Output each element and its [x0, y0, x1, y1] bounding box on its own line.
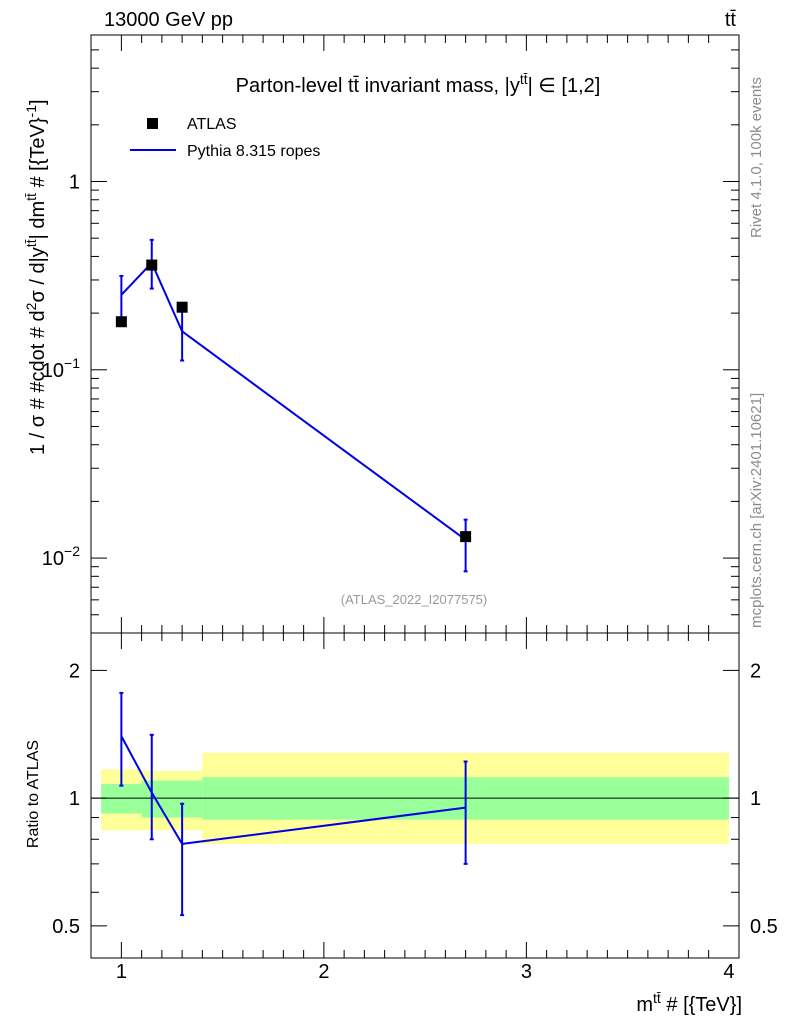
atlas-data-point — [115, 316, 127, 328]
xlabel-part-2: tt̄ — [653, 990, 661, 1006]
chart-title-tail: | ∈ [1,2] — [528, 75, 601, 97]
legend-mc-label: Pythia 8.315 ropes — [187, 143, 320, 160]
ylabel-part-7: # [{TeV} — [27, 117, 49, 193]
xlabel-part-1: m — [636, 994, 653, 1016]
x-tick-label: 1 — [116, 961, 127, 983]
atlas-data-point — [146, 259, 158, 271]
analysis-watermark: (ATLAS_2022_I2077575) — [341, 592, 487, 607]
atlas-data-point — [460, 531, 472, 543]
ylabel-part-4: tt̄ — [23, 239, 39, 247]
source-url-label: mcplots.cern.ch [arXiv:2401.10621] — [748, 393, 765, 628]
atlas-data-point — [176, 301, 188, 313]
chart-title: Parton-level tt̄ invariant mass, |ytt̄| … — [236, 71, 601, 97]
xlabel-part-3: # [{TeV}] — [661, 994, 742, 1016]
ratio-band-inner — [141, 780, 203, 818]
ylabel-part-6: tt̄ — [23, 193, 39, 201]
ylabel-part-2: 2 — [23, 302, 39, 310]
ratio-band-inner — [101, 783, 142, 814]
main-data-marks — [115, 238, 472, 573]
ratio-plot-frame — [90, 632, 740, 959]
ratio-panel: 0.5 0.5 1 1 2 2 1 2 3 4 Ratio to ATLAS mtt̄ # [{T… — [25, 632, 778, 1016]
main-ytick-label: 10−2 — [42, 543, 80, 570]
ratio-ytick-label-left: 2 — [69, 660, 80, 682]
x-tick-label: 4 — [723, 961, 734, 983]
ylabel-part-5: | dm — [27, 201, 49, 240]
rivet-version-label: Rivet 4.1.0, 100k events — [748, 77, 765, 238]
x-tick-label: 3 — [521, 961, 532, 983]
main-ylabel: 1 / σ # #cdot # d2σ / d|ytt̄| dmtt̄ # [{… — [23, 99, 49, 455]
main-ytick-exponent: −1 — [64, 355, 80, 371]
main-ytick-label: 1 — [69, 172, 80, 194]
energy-label: 13000 GeV pp — [104, 9, 233, 31]
main-panel: Parton-level tt̄ invariant mass, |ytt̄| … — [23, 34, 740, 634]
ylabel-part-1: 1 / σ # #cdot # d — [27, 310, 49, 455]
ratio-ytick-label-left: 1 — [69, 788, 80, 810]
ratio-mc-curve — [120, 735, 466, 845]
mc-curve — [120, 261, 467, 541]
x-tick-label: 2 — [318, 961, 329, 983]
main-ytick-label: 10−1 — [42, 355, 80, 382]
process-label: tt̄ — [725, 9, 737, 31]
chart-title-sup: tt̄ — [520, 71, 528, 87]
main-ytick-base: 1 — [69, 172, 80, 194]
x-axis-label: mtt̄ # [{TeV}] — [636, 990, 742, 1016]
ratio-ytick-label-right: 0.5 — [750, 916, 778, 938]
ratio-ytick-label-left: 0.5 — [52, 916, 80, 938]
ratio-data-marks — [119, 691, 468, 917]
ratio-ytick-label-right: 2 — [750, 660, 761, 682]
main-axis-ticks: 10−210−11 — [42, 34, 739, 634]
main-ytick-base: 10 — [42, 548, 64, 570]
legend-data-marker — [147, 118, 158, 129]
main-ytick-exponent: −2 — [64, 543, 80, 559]
ylabel-part-3: σ / d|y — [27, 247, 49, 302]
legend-data-label: ATLAS — [187, 116, 237, 133]
ratio-ylabel: Ratio to ATLAS — [25, 740, 42, 848]
legend: ATLAS Pythia 8.315 ropes — [130, 116, 320, 160]
main-ytick-base: 10 — [42, 360, 64, 382]
chart-title-main: Parton-level tt̄ invariant mass, |y — [236, 75, 520, 97]
ratio-ytick-label-right: 1 — [750, 788, 761, 810]
ylabel-part-9: ] — [27, 99, 49, 105]
ratio-axis-ticks: 0.5 0.5 1 1 2 2 1 2 3 4 — [52, 633, 778, 983]
ylabel-part-8: -1 — [23, 105, 39, 118]
